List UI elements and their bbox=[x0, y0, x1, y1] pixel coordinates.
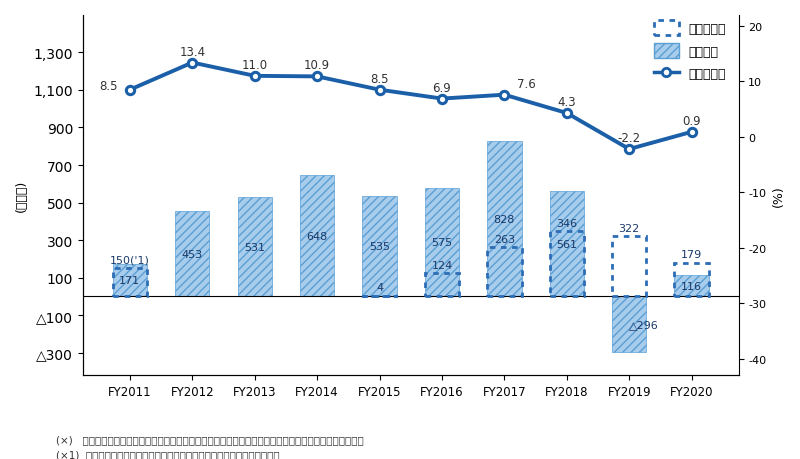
Text: 535: 535 bbox=[369, 242, 390, 252]
Y-axis label: (%): (%) bbox=[772, 185, 785, 207]
Bar bbox=[612, 297, 646, 352]
Text: 124: 124 bbox=[431, 260, 453, 270]
Text: △296: △296 bbox=[630, 319, 659, 330]
Text: 346: 346 bbox=[556, 218, 578, 229]
Y-axis label: (百万円): (百万円) bbox=[15, 179, 28, 212]
Text: 561: 561 bbox=[556, 239, 578, 249]
Text: 575: 575 bbox=[431, 238, 453, 248]
Bar bbox=[425, 274, 459, 297]
Bar bbox=[612, 236, 646, 297]
Text: -2.2: -2.2 bbox=[618, 132, 641, 145]
Text: 116: 116 bbox=[681, 281, 702, 291]
Text: 828: 828 bbox=[494, 214, 515, 224]
Text: 6.9: 6.9 bbox=[433, 81, 451, 95]
Bar bbox=[487, 142, 522, 297]
Bar bbox=[487, 247, 522, 297]
Bar bbox=[113, 269, 147, 297]
Text: (×)   研究開発費は収益と支出を純額で記載しているため、損益計算書上の販管費率と一致いたしません。: (×) 研究開発費は収益と支出を純額で記載しているため、損益計算書上の販管費率と… bbox=[56, 434, 364, 444]
Text: (×1)  デジタルエンターテインメント事業に係わる研究開発費であります。: (×1) デジタルエンターテインメント事業に係わる研究開発費であります。 bbox=[56, 449, 280, 459]
Text: 13.4: 13.4 bbox=[179, 45, 206, 58]
Bar bbox=[550, 192, 584, 297]
Bar bbox=[300, 175, 334, 297]
Bar bbox=[238, 197, 272, 297]
Text: 4.3: 4.3 bbox=[558, 96, 576, 109]
Text: 0.9: 0.9 bbox=[682, 115, 701, 128]
Text: 4: 4 bbox=[376, 283, 383, 293]
Text: 179: 179 bbox=[681, 250, 702, 260]
Text: 263: 263 bbox=[494, 234, 515, 244]
Text: 648: 648 bbox=[306, 231, 328, 241]
Bar bbox=[362, 296, 397, 297]
Bar bbox=[175, 212, 210, 297]
Text: 7.6: 7.6 bbox=[517, 78, 535, 90]
Bar bbox=[113, 265, 147, 297]
Bar bbox=[362, 196, 397, 297]
Text: 531: 531 bbox=[244, 242, 266, 252]
Bar bbox=[674, 275, 709, 297]
Text: 322: 322 bbox=[618, 223, 640, 233]
Text: 8.5: 8.5 bbox=[98, 80, 118, 93]
Text: 171: 171 bbox=[119, 276, 141, 286]
Text: 11.0: 11.0 bbox=[242, 59, 268, 72]
Text: 8.5: 8.5 bbox=[370, 73, 389, 85]
Bar bbox=[674, 263, 709, 297]
Text: 10.9: 10.9 bbox=[304, 59, 330, 72]
Text: 453: 453 bbox=[182, 249, 203, 259]
Text: 150('1): 150('1) bbox=[110, 255, 150, 265]
Legend: 研究開発費, 営業利益, 営業利益率: 研究開発費, 営業利益, 営業利益率 bbox=[647, 15, 732, 88]
Bar bbox=[550, 232, 584, 297]
Bar bbox=[425, 189, 459, 297]
